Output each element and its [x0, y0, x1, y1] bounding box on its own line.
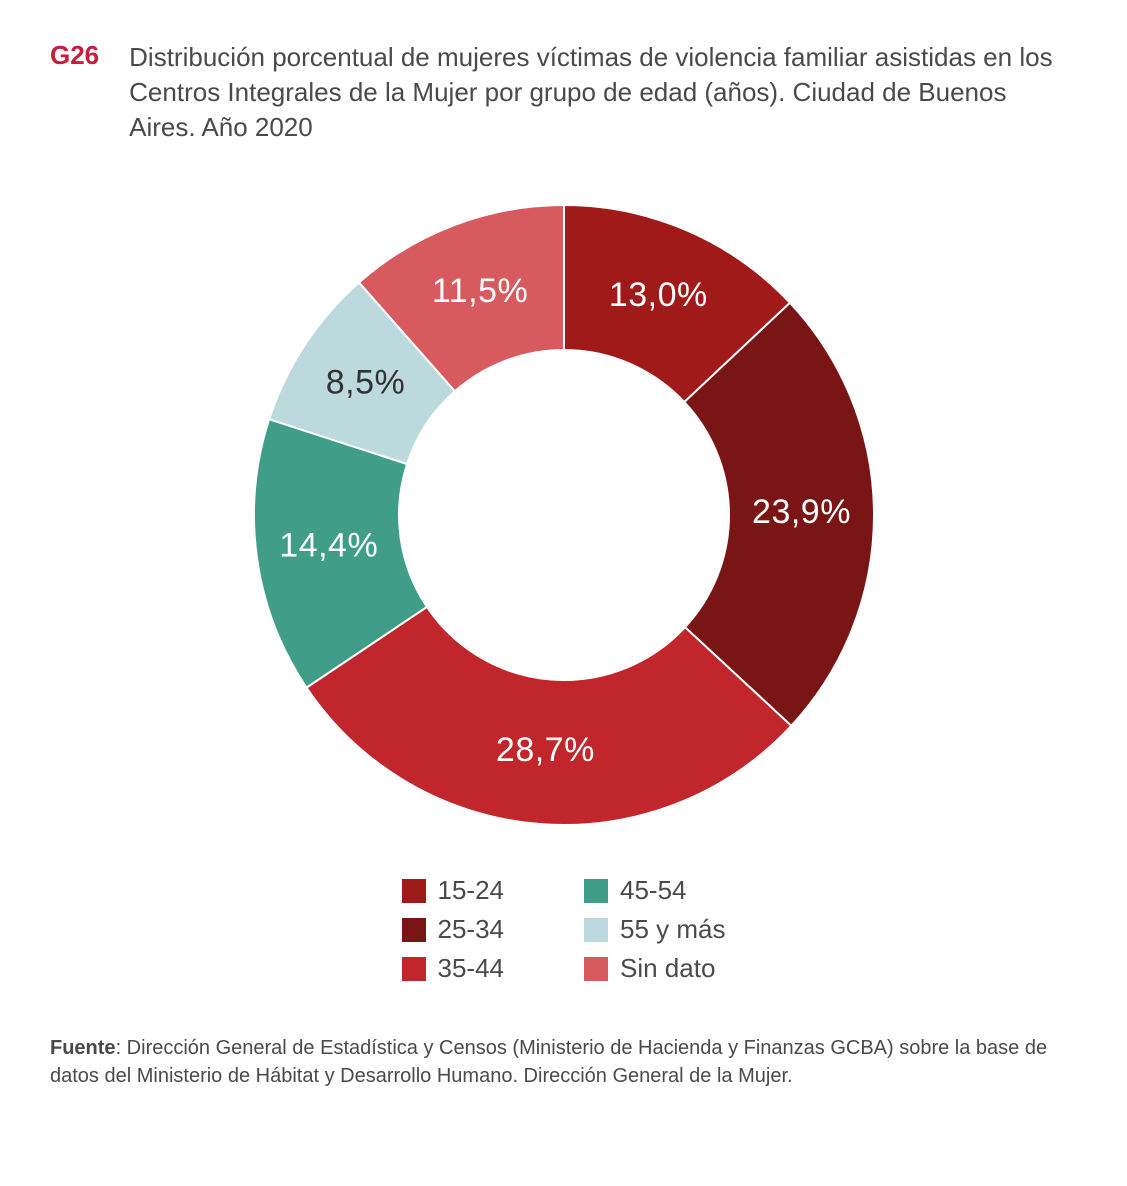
chart-code: G26 — [50, 40, 99, 71]
legend: 15-24 25-34 35-44 45-54 55 y más Sin dato — [50, 875, 1077, 984]
slice-label: 28,7% — [495, 731, 594, 769]
chart-header: G26 Distribución porcentual de mujeres v… — [50, 40, 1077, 145]
legend-swatch — [584, 918, 608, 942]
legend-item: 35-44 — [402, 953, 505, 984]
legend-swatch — [584, 879, 608, 903]
legend-item: 15-24 — [402, 875, 505, 906]
legend-item: 25-34 — [402, 914, 505, 945]
legend-label: 15-24 — [438, 875, 505, 906]
donut-chart: 13,0% 23,9% 28,7% 14,4% 8,5% 11,5% — [50, 185, 1077, 845]
legend-swatch — [402, 957, 426, 981]
legend-label: Sin dato — [620, 953, 715, 984]
slice-label: 13,0% — [608, 276, 707, 314]
slice-label: 11,5% — [431, 272, 527, 310]
source-note: Fuente: Dirección General de Estadística… — [50, 1034, 1077, 1090]
legend-label: 55 y más — [620, 914, 726, 945]
legend-item: 45-54 — [584, 875, 726, 906]
legend-item: 55 y más — [584, 914, 726, 945]
legend-swatch — [402, 918, 426, 942]
legend-label: 35-44 — [438, 953, 505, 984]
slice-label: 8,5% — [325, 364, 405, 402]
source-label: Fuente — [50, 1037, 116, 1059]
donut-svg: 13,0% 23,9% 28,7% 14,4% 8,5% 11,5% — [234, 185, 894, 845]
source-text: : Dirección General de Estadística y Cen… — [50, 1037, 1047, 1087]
slice-label: 14,4% — [279, 527, 378, 565]
legend-item: Sin dato — [584, 953, 726, 984]
legend-swatch — [584, 957, 608, 981]
legend-label: 45-54 — [620, 875, 687, 906]
legend-column: 15-24 25-34 35-44 — [402, 875, 505, 984]
legend-label: 25-34 — [438, 914, 505, 945]
slice-label: 23,9% — [752, 494, 851, 532]
chart-title: Distribución porcentual de mujeres vícti… — [129, 40, 1077, 145]
legend-swatch — [402, 879, 426, 903]
legend-column: 45-54 55 y más Sin dato — [584, 875, 726, 984]
